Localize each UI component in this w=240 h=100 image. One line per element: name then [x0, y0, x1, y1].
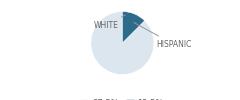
Text: WHITE: WHITE — [94, 15, 125, 30]
Wedge shape — [122, 12, 145, 43]
Legend: 87.5%, 12.5%: 87.5%, 12.5% — [78, 96, 167, 100]
Text: HISPANIC: HISPANIC — [134, 22, 192, 49]
Wedge shape — [91, 12, 154, 74]
